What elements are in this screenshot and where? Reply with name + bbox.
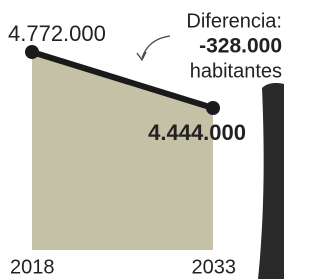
- x-tick-label: 2018: [10, 256, 55, 278]
- point: [25, 45, 39, 59]
- x-tick-label: 2033: [192, 256, 237, 278]
- annotation-value: -328.000: [199, 35, 282, 58]
- annotation-arrow: [142, 36, 170, 58]
- chart: Diferencia: -328.000 habitantes 4.772.00…: [0, 0, 284, 279]
- annotation: Diferencia:: [186, 10, 282, 32]
- value-label: 4.444.000: [148, 120, 246, 145]
- annotation: habitantes: [190, 60, 282, 82]
- photo-edge: [258, 83, 284, 279]
- value-label: 4.772.000: [8, 21, 106, 46]
- point: [206, 101, 220, 115]
